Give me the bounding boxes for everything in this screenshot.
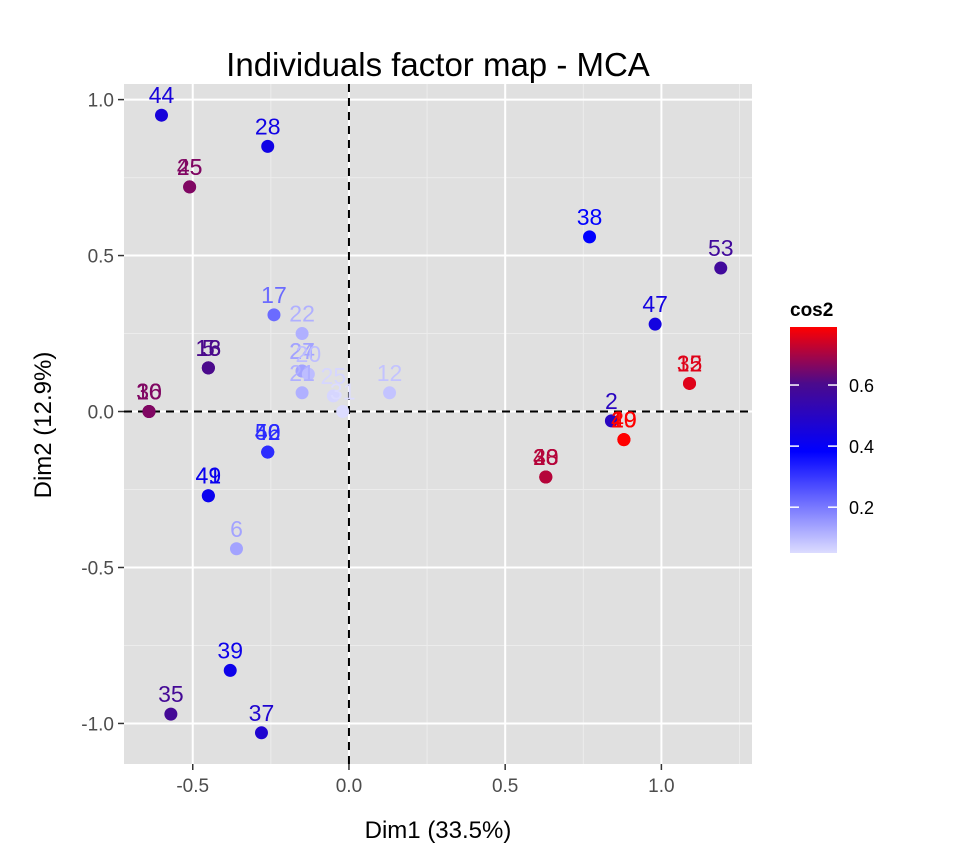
data-point-label: 24 [289, 338, 315, 364]
data-point-label: 16 [196, 335, 222, 361]
data-point [142, 405, 156, 419]
data-point-label: 48 [533, 444, 559, 470]
data-point-label: 27 [289, 338, 315, 364]
data-point [604, 414, 618, 428]
data-point [583, 230, 597, 244]
data-point-label: 45 [177, 154, 203, 180]
legend-tick-label: 0.4 [849, 437, 874, 457]
data-point-label: 33 [533, 444, 559, 470]
data-point-label: 12 [377, 360, 403, 386]
data-point [261, 445, 275, 459]
data-point-label: 21 [289, 360, 315, 386]
data-point [164, 707, 178, 721]
data-point-label: 2 [605, 388, 618, 414]
data-point [383, 386, 397, 400]
y-axis-title: Dim2 (12.9%) [30, 352, 57, 499]
y-tick-label: 0.0 [88, 403, 114, 424]
data-point-label: 17 [261, 282, 287, 308]
data-point-label: 39 [217, 637, 243, 663]
data-point-label: 5 [202, 335, 215, 361]
x-tick-label: -0.5 [176, 776, 209, 797]
data-point-label: 6 [230, 516, 243, 542]
plot-panel [124, 84, 752, 764]
data-point-label: 47 [642, 291, 668, 317]
data-point-label: 32 [677, 350, 703, 376]
data-point-label: 40 [611, 407, 637, 433]
data-point-label: 29 [611, 407, 637, 433]
data-point [295, 386, 309, 400]
data-point-label: 10 [136, 379, 162, 405]
x-tick-label: 1.0 [648, 776, 674, 797]
data-point [326, 389, 340, 403]
legend-colorbar [790, 327, 837, 553]
data-point [254, 726, 268, 740]
reference-lines [124, 84, 752, 764]
data-point-label: 41 [196, 463, 222, 489]
data-point-label: 13 [196, 335, 222, 361]
data-point [201, 489, 215, 503]
data-point-label: 38 [577, 204, 603, 230]
data-point-label: 25 [321, 363, 347, 389]
data-point [261, 139, 275, 153]
data-point [714, 261, 728, 275]
data-point [539, 470, 553, 484]
data-point-label: 20 [296, 341, 322, 367]
x-axis-title: Dim1 (33.5%) [365, 817, 512, 844]
data-point-label: 53 [708, 235, 734, 261]
data-point-label: 42 [255, 419, 281, 445]
data-point-label: 20 [533, 444, 559, 470]
data-point-label: 35 [158, 681, 184, 707]
x-tick-label: 0.0 [336, 776, 362, 797]
data-point [683, 376, 697, 390]
data-point-label: 31 [330, 379, 356, 405]
data-point [617, 433, 631, 447]
data-point [223, 663, 237, 677]
legend-tick-label: 0.2 [849, 498, 874, 518]
data-point [229, 542, 243, 556]
data-point [295, 327, 309, 341]
data-point-label: 49 [196, 463, 222, 489]
axis-ticks: -0.5 0.0 0.5 1.0 -1.0 -0.5 0.0 0.5 1.0 [81, 91, 674, 797]
data-point-label: 44 [149, 82, 175, 108]
data-point-label: 15 [677, 350, 703, 376]
data-point-label: 19 [611, 407, 637, 433]
data-point-label: 28 [255, 113, 281, 139]
y-tick-label: 1.0 [88, 91, 114, 112]
data-point-label: 36 [136, 379, 162, 405]
chart-title: Individuals factor map - MCA [226, 46, 650, 83]
data-point [301, 367, 315, 381]
data-point [183, 180, 197, 194]
data-point-label: 25 [177, 154, 203, 180]
x-tick-label: 0.5 [492, 776, 518, 797]
data-point-label: 46 [255, 419, 281, 445]
legend-tick-label: 0.6 [849, 376, 874, 396]
data-point-label: 22 [289, 301, 315, 327]
legend: cos2 0.2 0.4 0.6 [790, 300, 874, 553]
data-point [336, 405, 350, 419]
data-point [154, 108, 168, 122]
y-tick-label: -1.0 [81, 714, 114, 735]
data-point-label: 30 [136, 379, 162, 405]
y-tick-label: -0.5 [81, 558, 114, 579]
data-point [201, 361, 215, 375]
data-point-label: 50 [255, 419, 281, 445]
data-point [267, 308, 281, 322]
data-point [648, 317, 662, 331]
legend-title: cos2 [790, 300, 833, 321]
data-point-label: 37 [249, 700, 275, 726]
y-tick-label: 0.5 [88, 247, 114, 268]
